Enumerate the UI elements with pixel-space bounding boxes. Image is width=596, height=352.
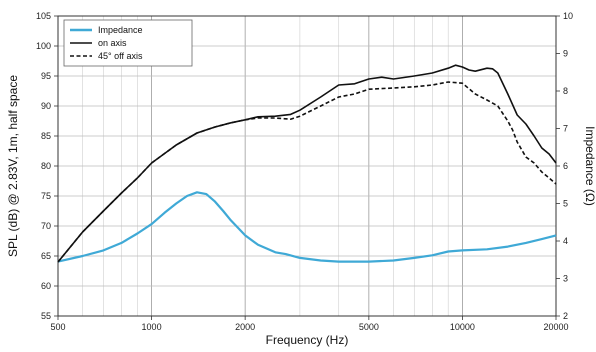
y-tick-label: 75 [41,191,51,201]
legend-label-45-off-axis: 45° off axis [98,51,143,61]
series-line-impedance [57,191,557,263]
y-tick-label: 80 [41,161,51,171]
x-tick-label: 5000 [359,322,379,332]
y2-tick-label: 5 [563,199,568,209]
legend: Impedance on axis 45° off axis [63,19,193,67]
y2-tick-label: 9 [563,49,568,59]
y-tick-label: 100 [36,41,51,51]
x-tick-label: 20000 [543,322,568,332]
y2-tick-label: 8 [563,86,568,96]
y2-tick-label: 2 [563,311,568,321]
y-tick-label: 65 [41,251,51,261]
x-axis-label: Frequency (Hz) [266,333,349,347]
x-tick-label: 2000 [235,322,255,332]
y2-tick-label: 7 [563,124,568,134]
y-tick-label: 60 [41,281,51,291]
x-tick-label: 1000 [142,322,162,332]
y-tick-label: 90 [41,101,51,111]
y2-tick-label: 4 [563,236,568,246]
y-tick-label: 70 [41,221,51,231]
y2-tick-label: 10 [563,11,573,21]
y-tick-label: 95 [41,71,51,81]
y2-axis-label: Impedance (Ω) [583,126,596,206]
x-tick-label: 10000 [450,322,475,332]
legend-label-on-axis: on axis [98,38,127,48]
x-tick-label: 500 [50,322,65,332]
y2-tick-label: 3 [563,274,568,284]
y2-tick-label: 6 [563,161,568,171]
series-layer [57,64,557,263]
y-tick-label: 55 [41,311,51,321]
y-tick-label: 85 [41,131,51,141]
y-axis-label: SPL (dB) @ 2.83V, 1m, half space [6,75,20,257]
y-tick-label: 105 [36,11,51,21]
axis-ticks: 500 1000 2000 5000 10000 20000556065707580859… [36,11,573,332]
series-line-45-off-axis [57,81,557,263]
legend-label-impedance: Impedance [98,25,143,35]
